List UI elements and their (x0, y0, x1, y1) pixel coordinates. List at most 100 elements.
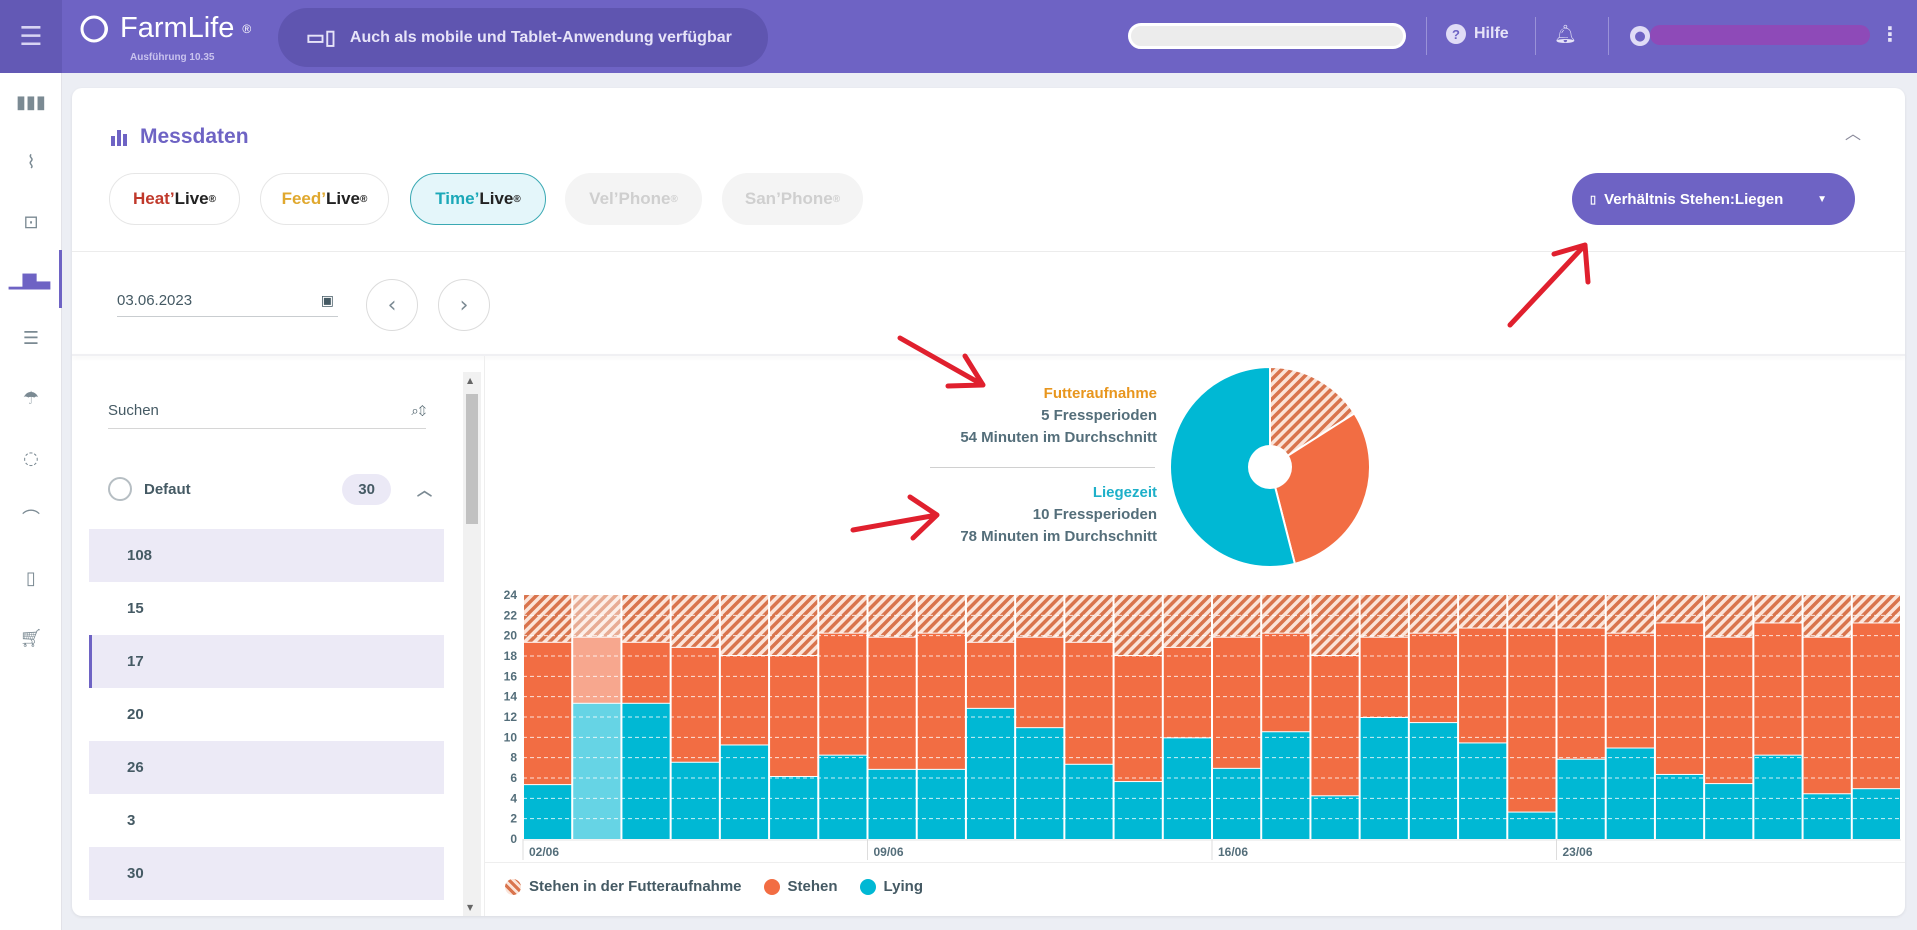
bar-segment-stehen-futter (1065, 595, 1113, 642)
divider (1608, 17, 1609, 55)
y-tick-label: 22 (504, 608, 518, 622)
bar-segment-lying (1213, 768, 1261, 839)
chip-prefix: Heat (133, 189, 170, 208)
chip-suffix: Phone (618, 189, 671, 208)
bar-segment-lying (1557, 759, 1605, 839)
nav-device-icon[interactable]: ▯ (26, 567, 36, 589)
calendar-icon[interactable]: ▣ (320, 292, 334, 308)
nav-chip-icon[interactable]: ⊡ (23, 211, 39, 233)
x-tick-label: 16/06 (1218, 845, 1248, 859)
bar-segment-lying (966, 708, 1015, 839)
bar-segment-stehen-futter (1409, 595, 1458, 633)
brand-mark: ® (242, 21, 252, 36)
y-tick-label: 14 (504, 690, 518, 704)
feed-summary: Futteraufnahme 5 Fressperioden 54 Minute… (960, 383, 1157, 449)
bar-segment-stehen (1360, 637, 1408, 718)
group-defaut[interactable]: Defaut 30 ︿ (108, 472, 436, 506)
animal-list-item[interactable]: 3 (127, 812, 136, 829)
nav-cart-icon[interactable]: 🛒︎ (19, 627, 43, 649)
animal-list-item[interactable]: 17 (89, 635, 444, 688)
nav-list-icon[interactable]: ☰ (22, 327, 40, 349)
animal-list-item[interactable]: 26 (89, 741, 444, 794)
bar-segment-stehen (1114, 656, 1162, 782)
bar-segment-lying (1606, 748, 1654, 839)
bar-segment-stehen (1459, 628, 1507, 743)
bell-icon[interactable]: 🔔︎ (1554, 24, 1577, 45)
bar-segment-stehen-futter (1114, 595, 1162, 655)
pie-slice-stehen[interactable] (1268, 412, 1371, 566)
bar-segment-stehen-futter (573, 595, 621, 637)
nav-charts-icon[interactable]: ▁▆▃ (0, 250, 62, 308)
nav-cow-head-icon[interactable]: ◌ (23, 447, 39, 469)
lying-average: 78 Minuten im Durchschnitt (960, 528, 1157, 545)
y-tick-label: 2 (510, 812, 517, 826)
pie-slice-lying[interactable] (1168, 365, 1297, 568)
y-tick-label: 18 (504, 649, 518, 663)
y-tick-label: 24 (504, 588, 518, 602)
legend-swatch (859, 878, 876, 895)
chevron-up-icon[interactable]: ︿ (416, 481, 432, 499)
bar-segment-stehen-futter (917, 595, 965, 633)
bar-segment-stehen (1262, 633, 1310, 732)
bar-segment-lying (1409, 723, 1458, 839)
bar-segment-lying (1655, 774, 1704, 839)
bar-segment-lying (1311, 796, 1359, 839)
legend-item-hatched[interactable]: Stehen in der Futteraufnahme (505, 878, 742, 895)
legend-item-stehen[interactable]: Stehen (763, 878, 838, 895)
nav-umbrella-icon[interactable]: ☂ (22, 387, 40, 409)
bar-segment-stehen (917, 633, 965, 769)
animal-search-input[interactable]: Suchen ⌕⇕ (108, 393, 426, 429)
x-tick-label: 23/06 (1563, 845, 1593, 859)
title-text: Messdaten (140, 125, 249, 148)
bar-segment-lying (1360, 718, 1408, 839)
bar-segment-stehen (1508, 628, 1556, 812)
bar-segment-stehen (1213, 637, 1261, 768)
global-search-input[interactable] (1128, 23, 1406, 49)
more-vert-icon[interactable]: ⋮ (1880, 22, 1900, 46)
user-name-redacted[interactable] (1650, 25, 1870, 45)
product-chip-time[interactable]: Time’ Live ® (410, 173, 546, 225)
bar-segment-stehen (1852, 623, 1900, 789)
pie-slice-stehen-in-der-futteraufnahme[interactable] (1269, 365, 1356, 469)
legend-label: Stehen in der Futteraufnahme (529, 878, 742, 895)
bar-segment-stehen-futter (1163, 595, 1211, 647)
y-tick-label: 20 (504, 629, 518, 643)
legend-swatch (505, 878, 521, 895)
help-button[interactable]: ? Hilfe (1446, 24, 1509, 44)
product-chip-heat[interactable]: Heat’ Live ® (109, 173, 240, 225)
menu-icon[interactable]: ☰ (0, 0, 62, 73)
bar-segment-stehen (868, 637, 916, 769)
logo: FarmLife ® (80, 12, 251, 45)
divider (72, 251, 1905, 252)
bar-segment-stehen (1016, 637, 1064, 728)
product-chip-feed[interactable]: Feed’ Live ® (260, 173, 389, 225)
x-tick-label: 02/06 (529, 845, 559, 859)
nav-pasture-icon[interactable]: ⌒ (22, 509, 40, 530)
animal-list-item[interactable]: 108 (89, 529, 444, 582)
divider (72, 354, 1905, 356)
bar-segment-stehen (573, 637, 621, 703)
lying-periods: 10 Fressperioden (1032, 506, 1157, 523)
list-scrollbar[interactable]: ▲ ▼ (463, 372, 481, 916)
bar-segment-lying (1459, 743, 1507, 839)
previous-day-button[interactable]: ‹ (366, 279, 418, 331)
date-input[interactable]: 03.06.2023 ▣ (117, 285, 338, 317)
group-radio[interactable] (108, 477, 132, 501)
chevron-up-icon[interactable]: ︿ (1845, 124, 1862, 143)
bar-segment-lying (1705, 784, 1753, 839)
bar-segment-stehen-futter (1016, 595, 1064, 637)
bar-segment-lying (1852, 789, 1900, 839)
legend-item-lying[interactable]: Lying (859, 878, 923, 895)
mobile-app-banner[interactable]: ▭▯ Auch als mobile und Tablet-Anwendung … (278, 8, 768, 67)
nav-dashboard-icon[interactable]: ▮▮▮ (16, 91, 46, 113)
animal-list-item[interactable]: 30 (89, 847, 444, 900)
ratio-dropdown-button[interactable]: ▯ Verhältnis Stehen:Liegen ▼ (1572, 173, 1855, 225)
animal-list-item[interactable]: 20 (127, 706, 144, 723)
animal-list-item[interactable]: 15 (127, 600, 144, 617)
user-icon[interactable]: ● (1630, 26, 1650, 46)
version-label: Ausführung 10.35 (130, 52, 215, 63)
nav-cow-icon[interactable]: ⌇ (26, 151, 36, 173)
next-day-button[interactable]: › (438, 279, 490, 331)
chip-prefix: Vel (589, 189, 614, 208)
